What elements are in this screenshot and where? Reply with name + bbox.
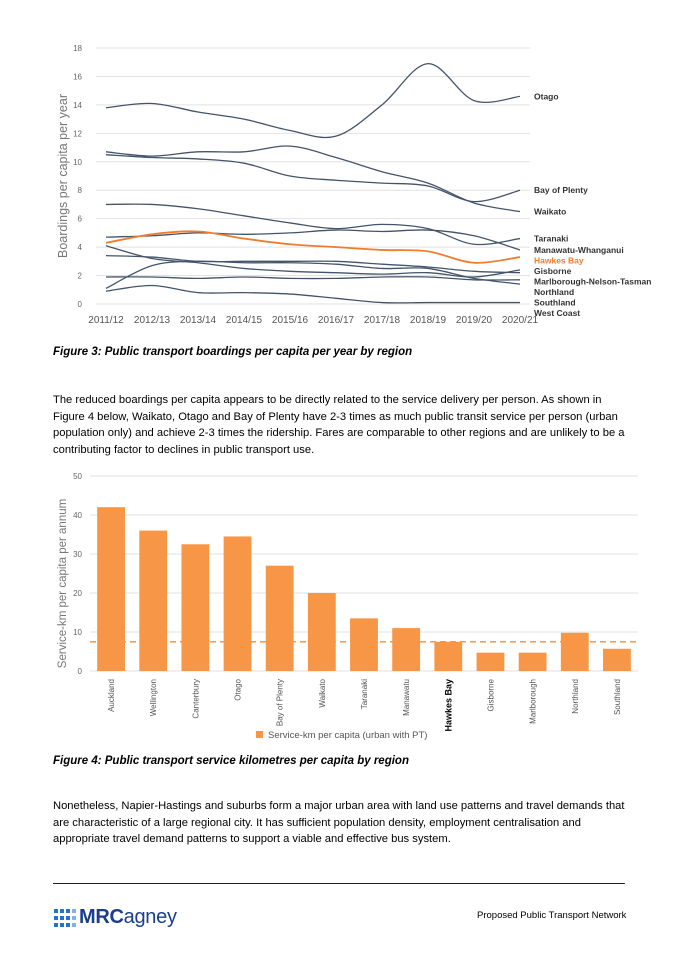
series-line-otago <box>105 62 521 139</box>
x-tick-label: 2013/14 <box>180 315 217 326</box>
service-km-bar-chart: 0 10 20 30 40 50 Service-km per capita per ann… <box>57 472 638 741</box>
bar-marlborough <box>518 652 547 671</box>
series-line-marlborough-nelson-tasman <box>105 254 521 274</box>
footer-document-title: Proposed Public Transport Network <box>477 910 627 921</box>
y-tick-label: 18 <box>73 44 82 53</box>
series-label-taranaki: Taranaki <box>534 234 568 244</box>
series-line-southland <box>105 260 521 289</box>
x-tick-label-otago: Otago <box>234 678 243 700</box>
bar-auckland <box>97 507 125 671</box>
x-tick-label-taranaki: Taranaki <box>360 679 369 709</box>
bar-southland <box>603 648 631 671</box>
y-tick-label: 14 <box>73 101 82 110</box>
paragraph-1: The reduced boardings per capita appears… <box>53 394 625 456</box>
y-tick-label: 6 <box>78 215 83 224</box>
x-tick-label: 2018/19 <box>410 315 447 326</box>
series-line-hawkes-bay <box>105 230 521 264</box>
x-tick-label-bay-of-plenty: Bay of Plenty <box>276 679 285 726</box>
x-tick-label-gisborne: Gisborne <box>486 678 495 711</box>
legend-label: Service-km per capita (urban with PT) <box>268 730 427 741</box>
series-label-otago: Otago <box>534 91 559 101</box>
y-tick-label: 0 <box>78 667 83 676</box>
x-tick-label-northland: Northland <box>571 679 580 714</box>
x-tick-label-marlborough: Marlborough <box>529 679 538 724</box>
series-label-waikato: Waikato <box>534 207 566 217</box>
x-tick-label-wellington: Wellington <box>149 679 158 716</box>
paragraph-2: Nonetheless, Napier-Hastings and suburbs… <box>53 800 625 845</box>
bar-northland <box>560 632 589 671</box>
series-line-waikato <box>105 145 521 213</box>
boardings-line-chart: 0 2 4 6 8 10 12 14 16 18 2011/12 2012/13 2013/14 2014… <box>56 44 651 326</box>
series-label-manawatu-whanganui: Manawatu-Whanganui <box>534 245 624 255</box>
series-line-taranaki <box>105 203 521 246</box>
y-axis-label: Boardings per capita per year <box>56 94 70 258</box>
series-label-bay-of-plenty: Bay of Plenty <box>534 185 588 195</box>
x-tick-label-southland: Southland <box>613 679 622 715</box>
y-tick-label: 12 <box>73 129 82 138</box>
series-label-southland: Southland <box>534 297 576 307</box>
x-tick-label: 2019/20 <box>456 315 493 326</box>
series-label-marlborough-nelson-tasman: Marlborough-Nelson-Tasman <box>534 276 651 286</box>
x-tick-label-manawatu: Manawatu <box>402 679 411 716</box>
x-tick-label: 2017/18 <box>364 315 401 326</box>
bar-bay-of-plenty <box>265 565 294 671</box>
series-label-gisborne: Gisborne <box>534 266 572 276</box>
x-tick-label-canterbury: Canterbury <box>191 679 200 719</box>
bar-otago <box>223 536 252 671</box>
bar-hawkes-bay <box>434 641 463 671</box>
series-line-west-coast <box>105 284 520 304</box>
series-line-bay-of-plenty <box>105 154 521 203</box>
x-tick-label: 2012/13 <box>134 315 171 326</box>
y-tick-label: 2 <box>78 272 83 281</box>
y-tick-label: 20 <box>73 589 82 598</box>
x-tick-label: 2020/21 <box>502 315 539 326</box>
figure-3-caption: Figure 3: Public transport boardings per… <box>53 346 413 358</box>
x-tick-label: 2014/15 <box>226 315 263 326</box>
bar-canterbury <box>181 544 210 671</box>
series-label-hawkes-bay: Hawkes Bay <box>534 255 584 265</box>
bar-gisborne <box>476 652 505 671</box>
bar-waikato <box>307 593 336 671</box>
y-tick-label: 50 <box>73 472 82 481</box>
series-line-manawatu-whanganui <box>105 229 521 251</box>
series-line-northland <box>105 276 521 281</box>
logo-mark-icon <box>54 908 76 927</box>
x-tick-label: 2015/16 <box>272 315 309 326</box>
series-line-gisborne <box>105 245 521 278</box>
footer-divider <box>53 883 625 884</box>
y-tick-label: 10 <box>73 158 82 167</box>
y-tick-label: 8 <box>78 186 83 195</box>
x-tick-label-auckland: Auckland <box>107 679 116 712</box>
bar-taranaki <box>350 618 378 671</box>
series-label-west-coast: West Coast <box>534 308 580 318</box>
y-tick-label: 40 <box>73 511 82 520</box>
mrcagney-logo: MRCagney <box>54 906 177 929</box>
y-tick-label: 0 <box>78 300 83 309</box>
y-tick-label: 16 <box>73 72 82 81</box>
figure-4-caption: Figure 4: Public transport service kilom… <box>53 755 409 767</box>
y-tick-label: 30 <box>73 550 82 559</box>
y-tick-label: 4 <box>78 243 83 252</box>
bar-wellington <box>139 530 168 671</box>
legend-swatch <box>256 731 263 738</box>
x-tick-label-hawkes-bay: Hawkes Bay <box>443 679 453 732</box>
logo-text: MRCagney <box>79 906 177 928</box>
x-tick-label-waikato: Waikato <box>318 678 327 707</box>
y-tick-label: 10 <box>73 628 82 637</box>
bar-manawatu <box>392 628 421 671</box>
series-label-northland: Northland <box>534 287 574 297</box>
x-tick-label: 2011/12 <box>88 315 124 326</box>
x-tick-label: 2016/17 <box>318 315 355 326</box>
y-axis-label: Service-km per capita per annum <box>57 499 69 668</box>
